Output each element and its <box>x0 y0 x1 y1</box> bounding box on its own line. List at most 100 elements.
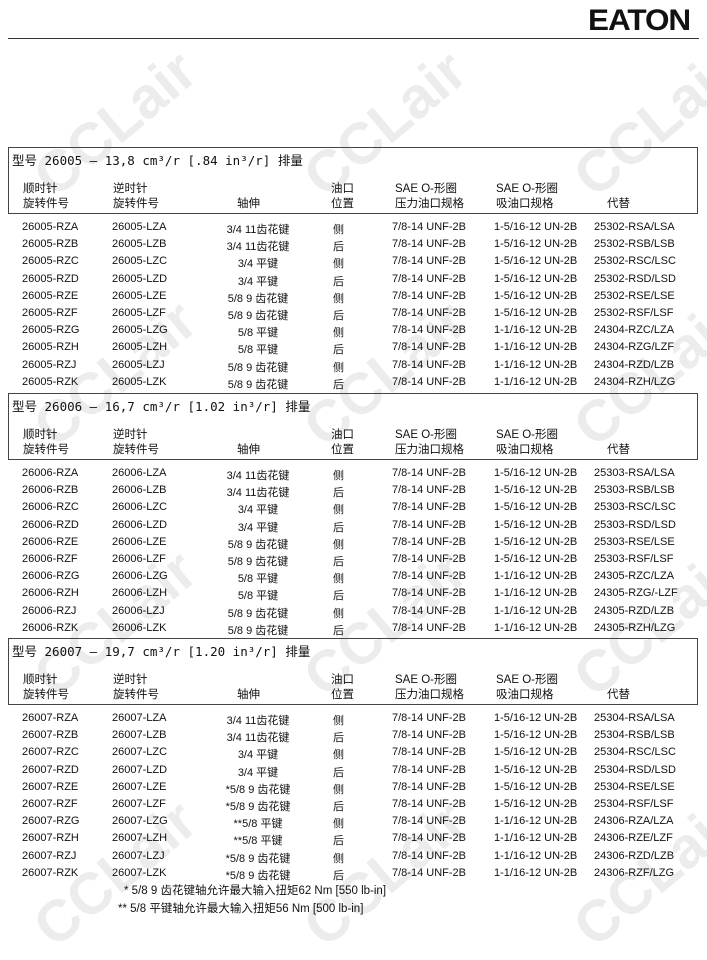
column-header: 顺时针 旋转件号 <box>23 673 69 703</box>
table-cell: 7/8-14 UNF-2B <box>392 238 466 251</box>
table-cell: 侧 <box>333 258 344 271</box>
table-cell: 侧 <box>333 852 344 865</box>
table-row: 26005-RZJ 26005-LZJ 5/8 9 齿花键 侧 7/8-14 UNF-2… <box>8 357 698 374</box>
table-cell: 1-5/16-12 UN-2B <box>494 221 578 233</box>
column-header-line: SAE O-形圈 <box>395 429 457 441</box>
table-cell: 26006-RZF <box>22 552 78 565</box>
table-cell: 1-5/16-12 UN-2B <box>494 255 578 268</box>
table-cell: 26006-LZG <box>112 570 168 583</box>
model-section: 型号 26005 — 13,8 cm³/r [.84 in³/r] 排量 顺时针旋… <box>8 147 698 391</box>
table-row: 26007-RZA 26007-LZA 3/4 11齿花键 侧 7/8-14 UNF-2… <box>8 710 698 727</box>
table-cell: 26005-RZG <box>22 324 80 337</box>
table-cell: 后 <box>333 487 344 500</box>
column-header-line: 吸油口规格 <box>496 444 554 456</box>
table-cell: **5/8 平键 <box>233 818 283 831</box>
table-cell: 26006-LZD <box>112 518 168 531</box>
section-header-box: 型号 26007 — 19,7 cm³/r [1.20 in³/r] 排量 顺时针… <box>8 638 698 705</box>
table-cell: 后 <box>333 624 344 637</box>
table-cell: 26005-LZG <box>112 324 168 337</box>
table-cell: 1-1/16-12 UN-2B <box>494 324 578 337</box>
table-cell: 1-1/16-12 UN-2B <box>494 832 578 845</box>
table-cell: 7/8-14 UNF-2B <box>392 272 466 285</box>
table-cell: 1-5/16-12 UN-2B <box>494 467 578 479</box>
table-cell: 26006-RZG <box>22 570 80 583</box>
table-cell: 7/8-14 UNF-2B <box>392 797 466 810</box>
table-cell: 25303-RSF/LSF <box>594 552 674 565</box>
table-cell: 1-5/16-12 UN-2B <box>494 272 578 285</box>
column-header-line: 压力油口规格 <box>395 689 464 701</box>
table-row: 26006-RZC 26006-LZC 3/4 平键 侧 7/8-14 UNF-2B 1-… <box>8 499 698 516</box>
table-cell: 1-1/16-12 UN-2B <box>494 358 578 371</box>
table-cell: *5/8 9 齿花键 <box>225 852 291 865</box>
table-cell: 26006-RZJ <box>22 604 77 617</box>
table-row: 26006-RZG 26006-LZG 5/8 平键 侧 7/8-14 UNF-2B 1-… <box>8 568 698 585</box>
table-cell: 1-5/16-12 UN-2B <box>494 238 578 251</box>
model-section: 型号 26007 — 19,7 cm³/r [1.20 in³/r] 排量 顺时针… <box>8 638 698 882</box>
table-cell: 后 <box>333 344 344 357</box>
table-row: 26007-RZG 26007-LZG **5/8 平键 侧 7/8-14 UNF-2B… <box>8 813 698 830</box>
table-cell: 26005-RZA <box>22 221 79 233</box>
table-cell: 侧 <box>333 607 344 620</box>
header-divider <box>8 38 699 39</box>
table-cell: 3/4 11齿花键 <box>226 224 290 236</box>
table-cell: 26005-RZC <box>22 255 79 268</box>
table-cell: 26006-LZC <box>112 501 168 514</box>
table-cell: 24306-RZA/LZA <box>594 815 674 828</box>
table-cell: 24305-RZH/LZG <box>594 621 676 634</box>
table-cell: 7/8-14 UNF-2B <box>392 518 466 531</box>
table-cell: 3/4 11齿花键 <box>226 715 290 727</box>
table-cell: 1-5/16-12 UN-2B <box>494 729 578 742</box>
table-cell: 1-1/16-12 UN-2B <box>494 570 578 583</box>
table-cell: 26005-LZB <box>112 238 167 251</box>
table-cell: 26005-RZB <box>22 238 79 251</box>
table-cell: 侧 <box>333 292 344 305</box>
table-cell: **5/8 平键 <box>233 835 283 848</box>
table-cell: 7/8-14 UNF-2B <box>392 570 466 583</box>
table-cell: 侧 <box>333 573 344 586</box>
table-row: 26005-RZE 26005-LZE 5/8 9 齿花键 侧 7/8-14 UNF-2… <box>8 288 698 305</box>
column-header-line: SAE O-形圈 <box>395 674 457 686</box>
table-cell: 26006-RZE <box>22 535 79 548</box>
table-cell: 7/8-14 UNF-2B <box>392 587 466 600</box>
table-cell: 1-1/16-12 UN-2B <box>494 341 578 354</box>
table-cell: 26007-LZG <box>112 815 168 828</box>
column-header-line: 顺时针 <box>23 674 58 686</box>
table-cell: 26007-LZC <box>112 746 168 759</box>
column-header: SAE O-形圈 压力油口规格 <box>395 182 464 212</box>
column-header-line: 旋转件号 <box>113 444 159 456</box>
footnote-1: * 5/8 9 齿花键轴允许最大输入扭矩62 Nm [550 lb-in] <box>124 885 387 897</box>
table-cell: 26006-LZJ <box>112 604 165 617</box>
table-cell: 7/8-14 UNF-2B <box>392 832 466 845</box>
table-cell: 24306-RZF/LZG <box>594 866 675 879</box>
table-cell: 25304-RSF/LSF <box>594 797 674 810</box>
table-cell: 5/8 平键 <box>237 573 279 586</box>
column-header: 轴伸 <box>237 444 260 456</box>
table-cell: 7/8-14 UNF-2B <box>392 712 466 724</box>
table-cell: 侧 <box>333 538 344 551</box>
column-header-line: 旋转件号 <box>23 198 69 210</box>
table-cell: 后 <box>333 766 344 779</box>
table-cell: 26006-RZD <box>22 518 79 531</box>
table-cell: 3/4 11齿花键 <box>226 487 290 500</box>
column-header: SAE O-形圈 压力油口规格 <box>395 428 464 458</box>
table-cell: 1-5/16-12 UN-2B <box>494 306 578 319</box>
table-cell: 25303-RSA/LSA <box>594 467 675 479</box>
column-header-line: 位置 <box>331 198 354 210</box>
table-row: 26005-RZB 26005-LZB 3/4 11齿花键 后 7/8-14 UNF-2… <box>8 236 698 253</box>
column-header-line: 压力油口规格 <box>395 444 464 456</box>
column-header: SAE O-形圈 吸油口规格 <box>496 673 558 703</box>
column-header-line: 顺时针 <box>23 183 58 195</box>
table-cell: 26007-LZK <box>112 866 167 879</box>
table-cell: 1-5/16-12 UN-2B <box>494 763 578 776</box>
table-cell: 25304-RSA/LSA <box>594 712 675 724</box>
table-cell: 7/8-14 UNF-2B <box>392 501 466 514</box>
table-cell: 26007-RZH <box>22 832 79 845</box>
section-header-box: 型号 26006 — 16,7 cm³/r [1.02 in³/r] 排量 顺时针… <box>8 393 698 460</box>
column-header-line: 逆时针 <box>113 183 148 195</box>
table-cell: 5/8 9 齿花键 <box>227 555 289 568</box>
table-row: 26007-RZJ 26007-LZJ *5/8 9 齿花键 侧 7/8-14 UNF-… <box>8 848 698 865</box>
table-cell: 26006-RZH <box>22 587 79 600</box>
table-cell: 1-5/16-12 UN-2B <box>494 712 578 724</box>
table-cell: 3/4 11齿花键 <box>226 241 290 254</box>
table-cell: 5/8 9 齿花键 <box>227 361 289 374</box>
